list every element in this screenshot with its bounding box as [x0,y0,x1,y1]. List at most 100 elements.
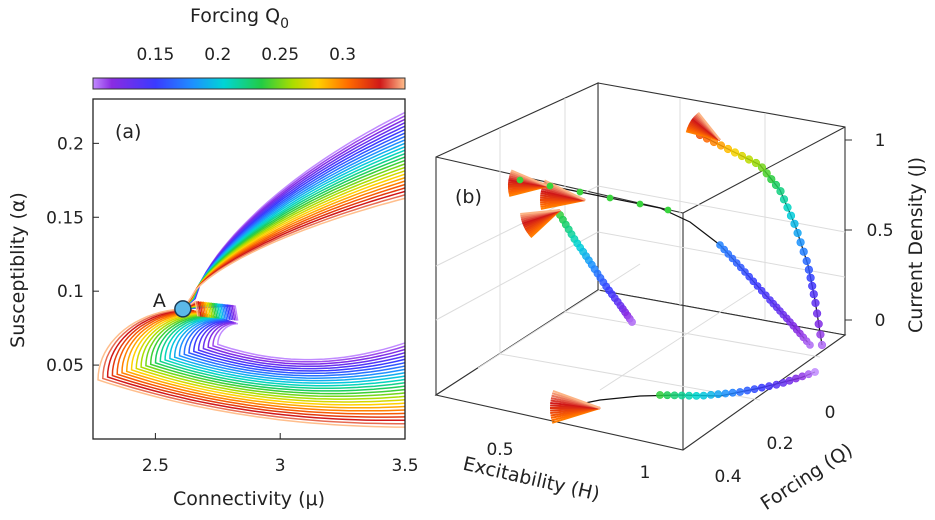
right-wall-marker [716,141,726,150]
panel-b-box [434,82,847,451]
lower-branch-curve [111,308,405,418]
floor-marker [765,382,773,391]
grid-line [435,231,599,321]
lower-branch-curve [125,308,405,409]
floor-marker [811,368,819,376]
lower-branch-curve [182,308,405,361]
floor-marker [699,391,708,400]
right-wall-marker [811,298,820,308]
right-wall-marker [779,195,789,204]
lower-branch-curve [149,308,405,395]
green-marker [636,200,644,208]
upper-branch-curve [182,183,405,310]
right-wall-marker [771,180,781,190]
x-tick-label: 0.5 [486,440,513,460]
panel-a-ylabel: Susceptiblity (α) [7,192,29,348]
floor-marker [728,388,737,397]
right-wall-marker [816,330,825,339]
green-marker [516,176,524,184]
right-wall-marker [817,340,827,350]
panel-a: 2.5 3 3.5 0.05 0.1 0.15 0.2 (a) A Connectivity… [7,98,419,510]
right-wall-marker [793,228,802,238]
right-wall-marker [812,309,822,318]
lower-branch-curve [182,308,405,370]
lower-branch-curve [154,308,405,392]
y-tick-label: 0.2 [57,134,84,154]
panel-b-zlabel: Current Density (J) [905,157,927,333]
colorbar-tick-label: 0.25 [261,45,299,65]
y-tick-label: 0.05 [46,356,84,376]
right-wall-marker [809,290,818,299]
right-wall-marker [806,273,815,282]
panel-b-label: (b) [455,186,482,208]
floor-marker [656,391,664,399]
green-marker [664,206,672,214]
main-branch-marker [749,277,758,286]
fan-loop [552,389,601,409]
right-wall-marker [744,155,754,164]
right-wall-marker [783,203,792,212]
lower-branch-curve [169,308,405,384]
right-wall-marker [751,158,761,168]
y-tick-label: 0.15 [46,208,84,228]
lower-branch-curve [182,308,405,375]
floor [434,289,847,451]
panel-a-label: (a) [115,121,141,143]
grid-line [477,263,641,369]
upper-branch-curve [182,166,405,310]
lower-branch-curve [164,308,405,387]
colorbar-title: Forcing Q0 [190,5,289,32]
floor-marker [677,391,686,400]
grid-line [599,284,763,391]
grid-line [597,185,846,233]
panel-a-xlabel: Connectivity (μ) [173,488,325,510]
y-tick-label: 0.4 [714,467,741,487]
right-wall-marker [767,175,776,184]
lower-branch-curve [135,308,405,403]
main-branch-marker [761,291,770,300]
lower-branch-curve [140,308,405,400]
upper-branch-curve [182,197,405,310]
main-branch-marker [741,268,749,276]
right-wall-marker [804,265,814,274]
x-tick-label: 1 [640,463,651,483]
panel-a-frame [92,98,406,440]
green-marker [576,188,584,196]
lower-branch-curve [121,308,405,412]
y-tick-label: 0 [825,403,836,423]
right-wall-marker [786,211,796,220]
point-a-label: A [153,290,166,312]
y-tick-label: 0.1 [57,282,84,302]
grid-line [597,231,846,278]
panel-b-axes: 0.5 1 0 0.2 0.4 0 0.5 1 [486,131,893,487]
floor-marker [721,389,730,398]
floor-marker [757,383,766,392]
point-a-marker [174,300,192,318]
panel-a-curves [97,111,405,428]
floor-marker [792,374,800,383]
right-wall-marker [737,151,747,161]
floor-marker [736,388,744,396]
lower-branch-curve [130,308,405,406]
colorbar-tick-labels: 0.15 0.2 0.25 0.3 [136,45,356,65]
colorbar: Forcing Q0 0.15 0.2 0.25 0.3 [92,5,406,90]
green-marker [606,194,614,202]
panel-a-axes: 2.5 3 3.5 0.05 0.1 0.15 0.2 [46,134,418,476]
lower-branch-curve [97,308,405,428]
right-wall-marker [802,256,811,266]
colorbar-tick-label: 0.15 [136,45,174,65]
right-wall-marker [808,281,817,291]
y-tick-label: 0.2 [766,434,793,454]
floor-marker [685,391,693,400]
floor-marker [772,380,781,389]
green-marker [546,182,554,190]
lower-branch-curve [182,308,405,365]
floor-marker [692,391,701,400]
lower-branch-curve [182,308,405,368]
right-wall-marker [723,144,733,154]
floor-marker [670,391,679,400]
colorbar-tick-label: 0.2 [204,45,231,65]
floor-marker [707,390,715,399]
